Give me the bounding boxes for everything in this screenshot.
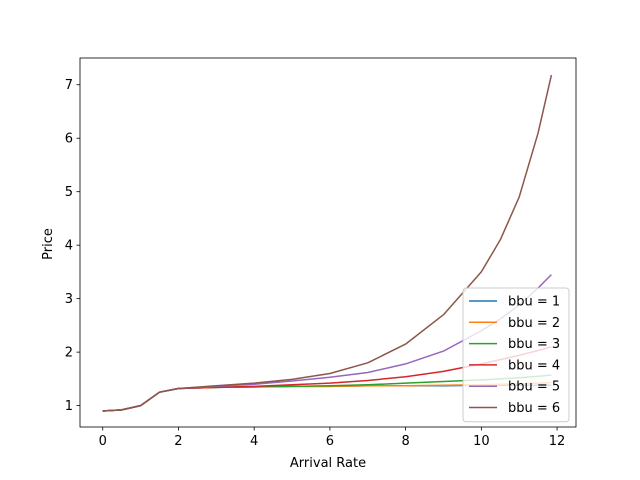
legend-label-2: bbu = 2 bbox=[508, 316, 560, 331]
x-tick-label-2: 4 bbox=[250, 434, 258, 449]
legend-label-1: bbu = 1 bbox=[508, 295, 560, 310]
y-tick-label-6: 7 bbox=[65, 78, 73, 93]
y-tick-label-3: 4 bbox=[65, 239, 73, 254]
y-tick-label-1: 2 bbox=[65, 346, 73, 361]
x-tick-label-0: 0 bbox=[99, 434, 107, 449]
x-tick-label-3: 6 bbox=[326, 434, 334, 449]
legend-label-6: bbu = 6 bbox=[508, 401, 560, 416]
legend-box bbox=[462, 287, 570, 423]
x-axis-label: Arrival Rate bbox=[290, 456, 366, 471]
y-tick-label-4: 5 bbox=[65, 185, 73, 200]
y-tick-label-5: 6 bbox=[65, 132, 73, 147]
legend-label-3: bbu = 3 bbox=[508, 337, 560, 352]
y-axis-label: Price bbox=[41, 228, 56, 260]
x-tick-label-5: 10 bbox=[473, 434, 490, 449]
series-line-6 bbox=[102, 74, 553, 412]
x-tick-label-1: 2 bbox=[174, 434, 182, 449]
x-tick-label-6: 12 bbox=[549, 434, 566, 449]
legend-label-4: bbu = 4 bbox=[508, 358, 560, 373]
y-tick-label-0: 1 bbox=[65, 399, 73, 414]
y-tick-label-2: 3 bbox=[65, 292, 73, 307]
plot-frame bbox=[79, 57, 577, 428]
legend-label-5: bbu = 5 bbox=[508, 380, 560, 395]
x-tick-label-4: 8 bbox=[401, 434, 409, 449]
